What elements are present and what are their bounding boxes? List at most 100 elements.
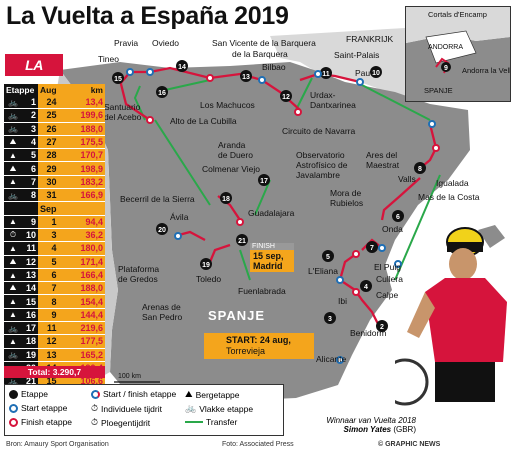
flat-icon: 🚲	[4, 96, 22, 110]
inset-spain: SPANJE	[424, 86, 453, 95]
footer-brand: © GRAPHIC NEWS	[378, 441, 441, 448]
svg-text:Mora de: Mora de	[330, 188, 361, 198]
svg-text:10: 10	[372, 70, 380, 77]
clock-icon: ⏱	[4, 228, 22, 243]
mountain-icon: ⛰	[185, 389, 193, 399]
svg-text:12: 12	[282, 94, 290, 101]
finish-label: FINISH	[250, 243, 294, 250]
svg-text:Urdax-: Urdax-	[310, 90, 336, 100]
mountain-icon: ▲	[4, 294, 22, 309]
stopwatch-icon: ⏱	[91, 403, 99, 413]
table-header-stage: Etappe	[4, 84, 38, 96]
table-row: ▲ 15 8 154,4	[4, 294, 105, 309]
place-label: San Vicente de la Barquera	[212, 38, 316, 48]
svg-text:de Duero: de Duero	[218, 150, 253, 160]
place-label: Ibi	[338, 296, 347, 306]
mountain-icon: ▲	[4, 268, 22, 283]
stage-marker-13: 13	[240, 70, 252, 82]
hill-icon: ⛰	[4, 135, 22, 150]
mountain-icon: ▲	[4, 308, 22, 323]
stage-marker-16: 16	[156, 86, 168, 98]
table-row: 🚲 2 25 199,6	[4, 108, 105, 123]
svg-text:Plataforma: Plataforma	[118, 264, 159, 274]
svg-text:21: 21	[238, 238, 246, 245]
place-label: Calpe	[376, 290, 398, 300]
table-row: ⏱ 10 3 36,2	[4, 228, 105, 243]
start-finish-dots	[126, 68, 440, 364]
stage-marker-14: 14	[176, 60, 188, 72]
svg-text:20: 20	[158, 227, 166, 234]
bike-icon: 🚲	[185, 403, 197, 413]
place-label: Saint-Palais	[334, 50, 379, 60]
mountain-icon: ▲	[4, 334, 22, 349]
table-row: ▲ 18 12 177,5	[4, 334, 105, 349]
place-label: Pau	[355, 68, 370, 78]
svg-text:18: 18	[222, 196, 230, 203]
svg-text:5: 5	[326, 254, 330, 261]
place-label: Onda	[382, 224, 403, 234]
france-label: FRANKRIJK	[346, 34, 394, 44]
mountain-icon: ▲	[4, 215, 22, 229]
svg-text:100 km: 100 km	[118, 373, 141, 380]
svg-text:Ares del: Ares del	[366, 150, 397, 160]
place-label: Toledo	[196, 274, 221, 284]
svg-text:6: 6	[396, 214, 400, 221]
svg-text:19: 19	[202, 262, 210, 269]
svg-text:Javalambre: Javalambre	[296, 170, 340, 180]
place-label: Guadalajara	[248, 208, 295, 218]
footer-photo: Foto: Associated Press	[222, 441, 294, 448]
legend-start-stage: Start etappe	[9, 403, 67, 413]
table-row: ▲ 16 9 144,4	[4, 308, 105, 323]
table-row: ▲ 9 1 94,4	[4, 215, 105, 229]
flat-icon: 🚲	[4, 348, 22, 362]
winner-caption: Winnaar van Vuelta 2018 Simon Yates (GBR…	[306, 416, 416, 434]
place-label: El Puig	[374, 262, 401, 272]
table-month-row: Sep	[4, 201, 105, 216]
place-label: L'Eliana	[308, 266, 338, 276]
stage-marker-8: 8	[414, 162, 426, 174]
svg-text:de la Barquera: de la Barquera	[232, 49, 288, 59]
svg-text:Observatorio: Observatorio	[296, 150, 345, 160]
svg-text:de Gredos: de Gredos	[118, 274, 158, 284]
winner-name: Simon Yates	[343, 425, 392, 434]
legend-finish-stage: Finish etappe	[9, 417, 72, 427]
table-row: ⛰ 12 5 171,4	[4, 255, 105, 269]
inset-andorra: ANDORRA	[428, 44, 463, 51]
place-label: Valls	[398, 174, 416, 184]
stage-table: Etappe Aug km 🚲 1 24 13,4 🚲 2 25 199,6 🚲 3 26 188,0…	[4, 84, 105, 389]
finish-callout: FINISH 15 sep, Madrid	[250, 243, 294, 272]
start-label: START: 24 aug,	[226, 335, 291, 345]
flat-icon: 🚲	[4, 188, 22, 203]
spain-land	[60, 62, 470, 400]
mountain-icon: ▲	[4, 241, 22, 256]
svg-text:9: 9	[444, 65, 448, 72]
legend-mountain: ⛰ Bergetappe	[185, 389, 240, 400]
table-row: 🚲 8 31 166,9	[4, 188, 105, 203]
table-header-km: km	[58, 84, 105, 96]
stage-marker-19: 19	[200, 258, 212, 270]
page-title: La Vuelta a España 2019	[6, 2, 289, 30]
mountain-icon: ▲	[4, 175, 22, 190]
svg-text:15: 15	[114, 76, 122, 83]
total-distance: Total: 3.290,7	[4, 366, 105, 378]
place-label: Bilbao	[262, 62, 286, 72]
table-row: ▲ 11 4 180,0	[4, 241, 105, 256]
place-label: Becerril de la Sierra	[120, 194, 195, 204]
place-label: Tineo	[98, 54, 119, 64]
legend-transfer: Transfer	[185, 417, 237, 427]
footer-source: Bron: Amaury Sport Organisation	[6, 441, 109, 448]
winner-country: (GBR)	[393, 425, 416, 434]
place-label: Pravia	[114, 38, 138, 48]
flat-icon: 🚲	[4, 108, 22, 123]
legend: Etappe Start etappe Finish etappe Start …	[4, 384, 284, 436]
inset-place2: Andorra la Vella	[462, 66, 510, 75]
table-row: ⛰ 14 7 188,0	[4, 281, 105, 296]
table-row: ▲ 7 30 183,2	[4, 175, 105, 190]
svg-text:Astrofísico de: Astrofísico de	[296, 160, 348, 170]
stage-marker-20: 20	[156, 223, 168, 235]
table-row: 🚲 1 24 13,4	[4, 96, 105, 110]
scale-bar: 100 km	[114, 373, 160, 383]
table-row: ⛰ 6 29 198,9	[4, 161, 105, 176]
island	[478, 225, 505, 248]
